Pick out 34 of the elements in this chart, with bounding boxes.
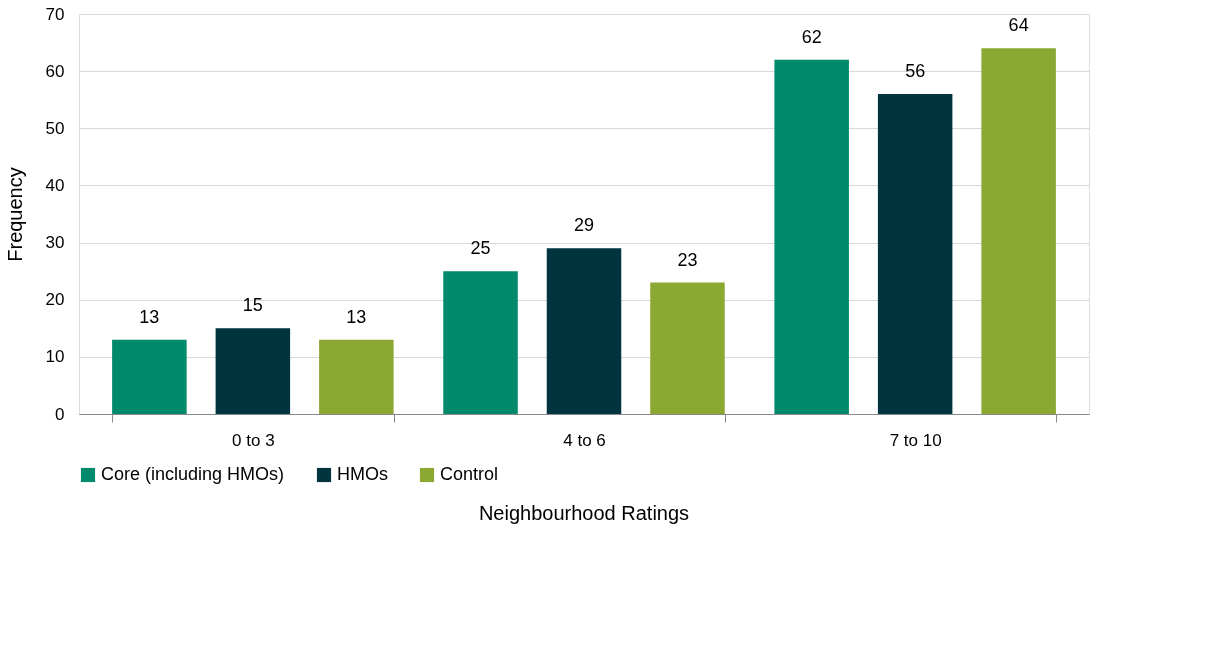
legend-label: HMOs [337,464,388,484]
bar [877,94,953,414]
bar [546,248,622,414]
y-axis-title: Frequency [3,167,26,262]
y-tick-label: 60 [45,61,65,81]
y-tick-label: 30 [45,233,65,253]
bar [774,59,849,414]
legend-label: Control [440,464,499,484]
data-label: 25 [470,238,491,259]
data-label: 64 [1008,15,1029,36]
data-label: 13 [346,306,367,327]
x-tick-label: 0 to 3 [232,430,275,450]
data-label: 56 [905,61,926,81]
x-axis-title: Neighbourhood Ratings [478,502,690,524]
x-tick-label: 4 to 6 [563,430,606,450]
bar [112,339,187,414]
bar [981,48,1056,414]
bar [443,271,518,414]
y-tick-label: 10 [45,347,65,367]
y-tick-label: 70 [45,4,65,24]
data-label: 62 [801,26,822,47]
data-label: 15 [242,295,263,316]
legend-label: Core (including HMOs) [101,464,285,484]
y-tick-label: 40 [45,175,65,195]
x-tick-label: 7 to 10 [889,430,942,450]
y-tick-label: 20 [45,290,65,310]
bar [650,282,725,414]
bar [319,339,394,414]
data-label: 29 [573,215,595,236]
data-label: 23 [677,249,698,270]
data-label: 13 [139,306,160,327]
bar [215,328,291,414]
y-tick-label: 0 [55,404,65,424]
y-tick-label: 50 [45,118,65,138]
